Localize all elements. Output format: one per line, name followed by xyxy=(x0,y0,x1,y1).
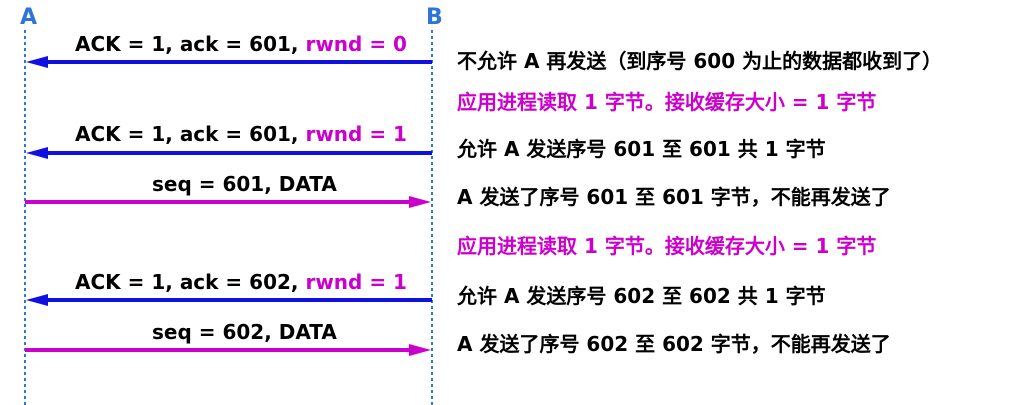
note-app-reads-2: 应用进程读取 1 字节。接收缓存大小 = 1 字节 xyxy=(457,234,877,258)
note-app-reads-1: 应用进程读取 1 字节。接收缓存大小 = 1 字节 xyxy=(457,90,877,114)
message-arrow-1 xyxy=(26,56,432,68)
data-label-text: seq = 602, DATA xyxy=(152,320,337,344)
arrow-head xyxy=(26,147,48,159)
note-allow-send-601: 允许 A 发送序号 601 至 601 共 1 字节 xyxy=(457,137,826,161)
message-label-seq-602-data: seq = 602, DATA xyxy=(152,320,337,344)
arrow-head xyxy=(26,56,48,68)
rwnd-value: rwnd = 0 xyxy=(305,32,407,56)
arrow-head xyxy=(26,294,48,306)
message-label-seq-601-data: seq = 601, DATA xyxy=(152,172,337,196)
note-sent-602: A 发送了序号 602 至 602 字节，不能再发送了 xyxy=(457,332,891,356)
note-allow-send-602: 允许 A 发送序号 602 至 602 共 1 字节 xyxy=(457,284,826,308)
message-label-ack-602-rwnd-1: ACK = 1, ack = 602, rwnd = 1 xyxy=(75,270,407,294)
host-b-label: B xyxy=(426,5,443,30)
rwnd-value: rwnd = 1 xyxy=(305,270,407,294)
data-label-text: seq = 601, DATA xyxy=(152,172,337,196)
host-a-label: A xyxy=(20,5,38,30)
arrow-head xyxy=(409,196,431,208)
message-arrow-2 xyxy=(26,147,432,159)
message-label-ack-601-rwnd-0: ACK = 1, ack = 601, rwnd = 0 xyxy=(75,32,407,56)
ack-label-text: ACK = 1, ack = 601, xyxy=(75,32,306,56)
ack-label-text: ACK = 1, ack = 602, xyxy=(75,270,306,294)
note-no-more-send: 不允许 A 再发送（到序号 600 为止的数据都收到了） xyxy=(457,49,943,73)
note-sent-601: A 发送了序号 601 至 601 字节，不能再发送了 xyxy=(457,185,891,209)
message-arrow-4 xyxy=(26,294,432,306)
message-arrow-3 xyxy=(25,196,431,208)
message-arrow-5 xyxy=(25,344,431,356)
message-arrows xyxy=(25,56,432,356)
ack-label-text: ACK = 1, ack = 601, xyxy=(75,122,306,146)
arrow-head xyxy=(409,344,431,356)
rwnd-value: rwnd = 1 xyxy=(305,122,407,146)
message-label-ack-601-rwnd-1: ACK = 1, ack = 601, rwnd = 1 xyxy=(75,122,407,146)
